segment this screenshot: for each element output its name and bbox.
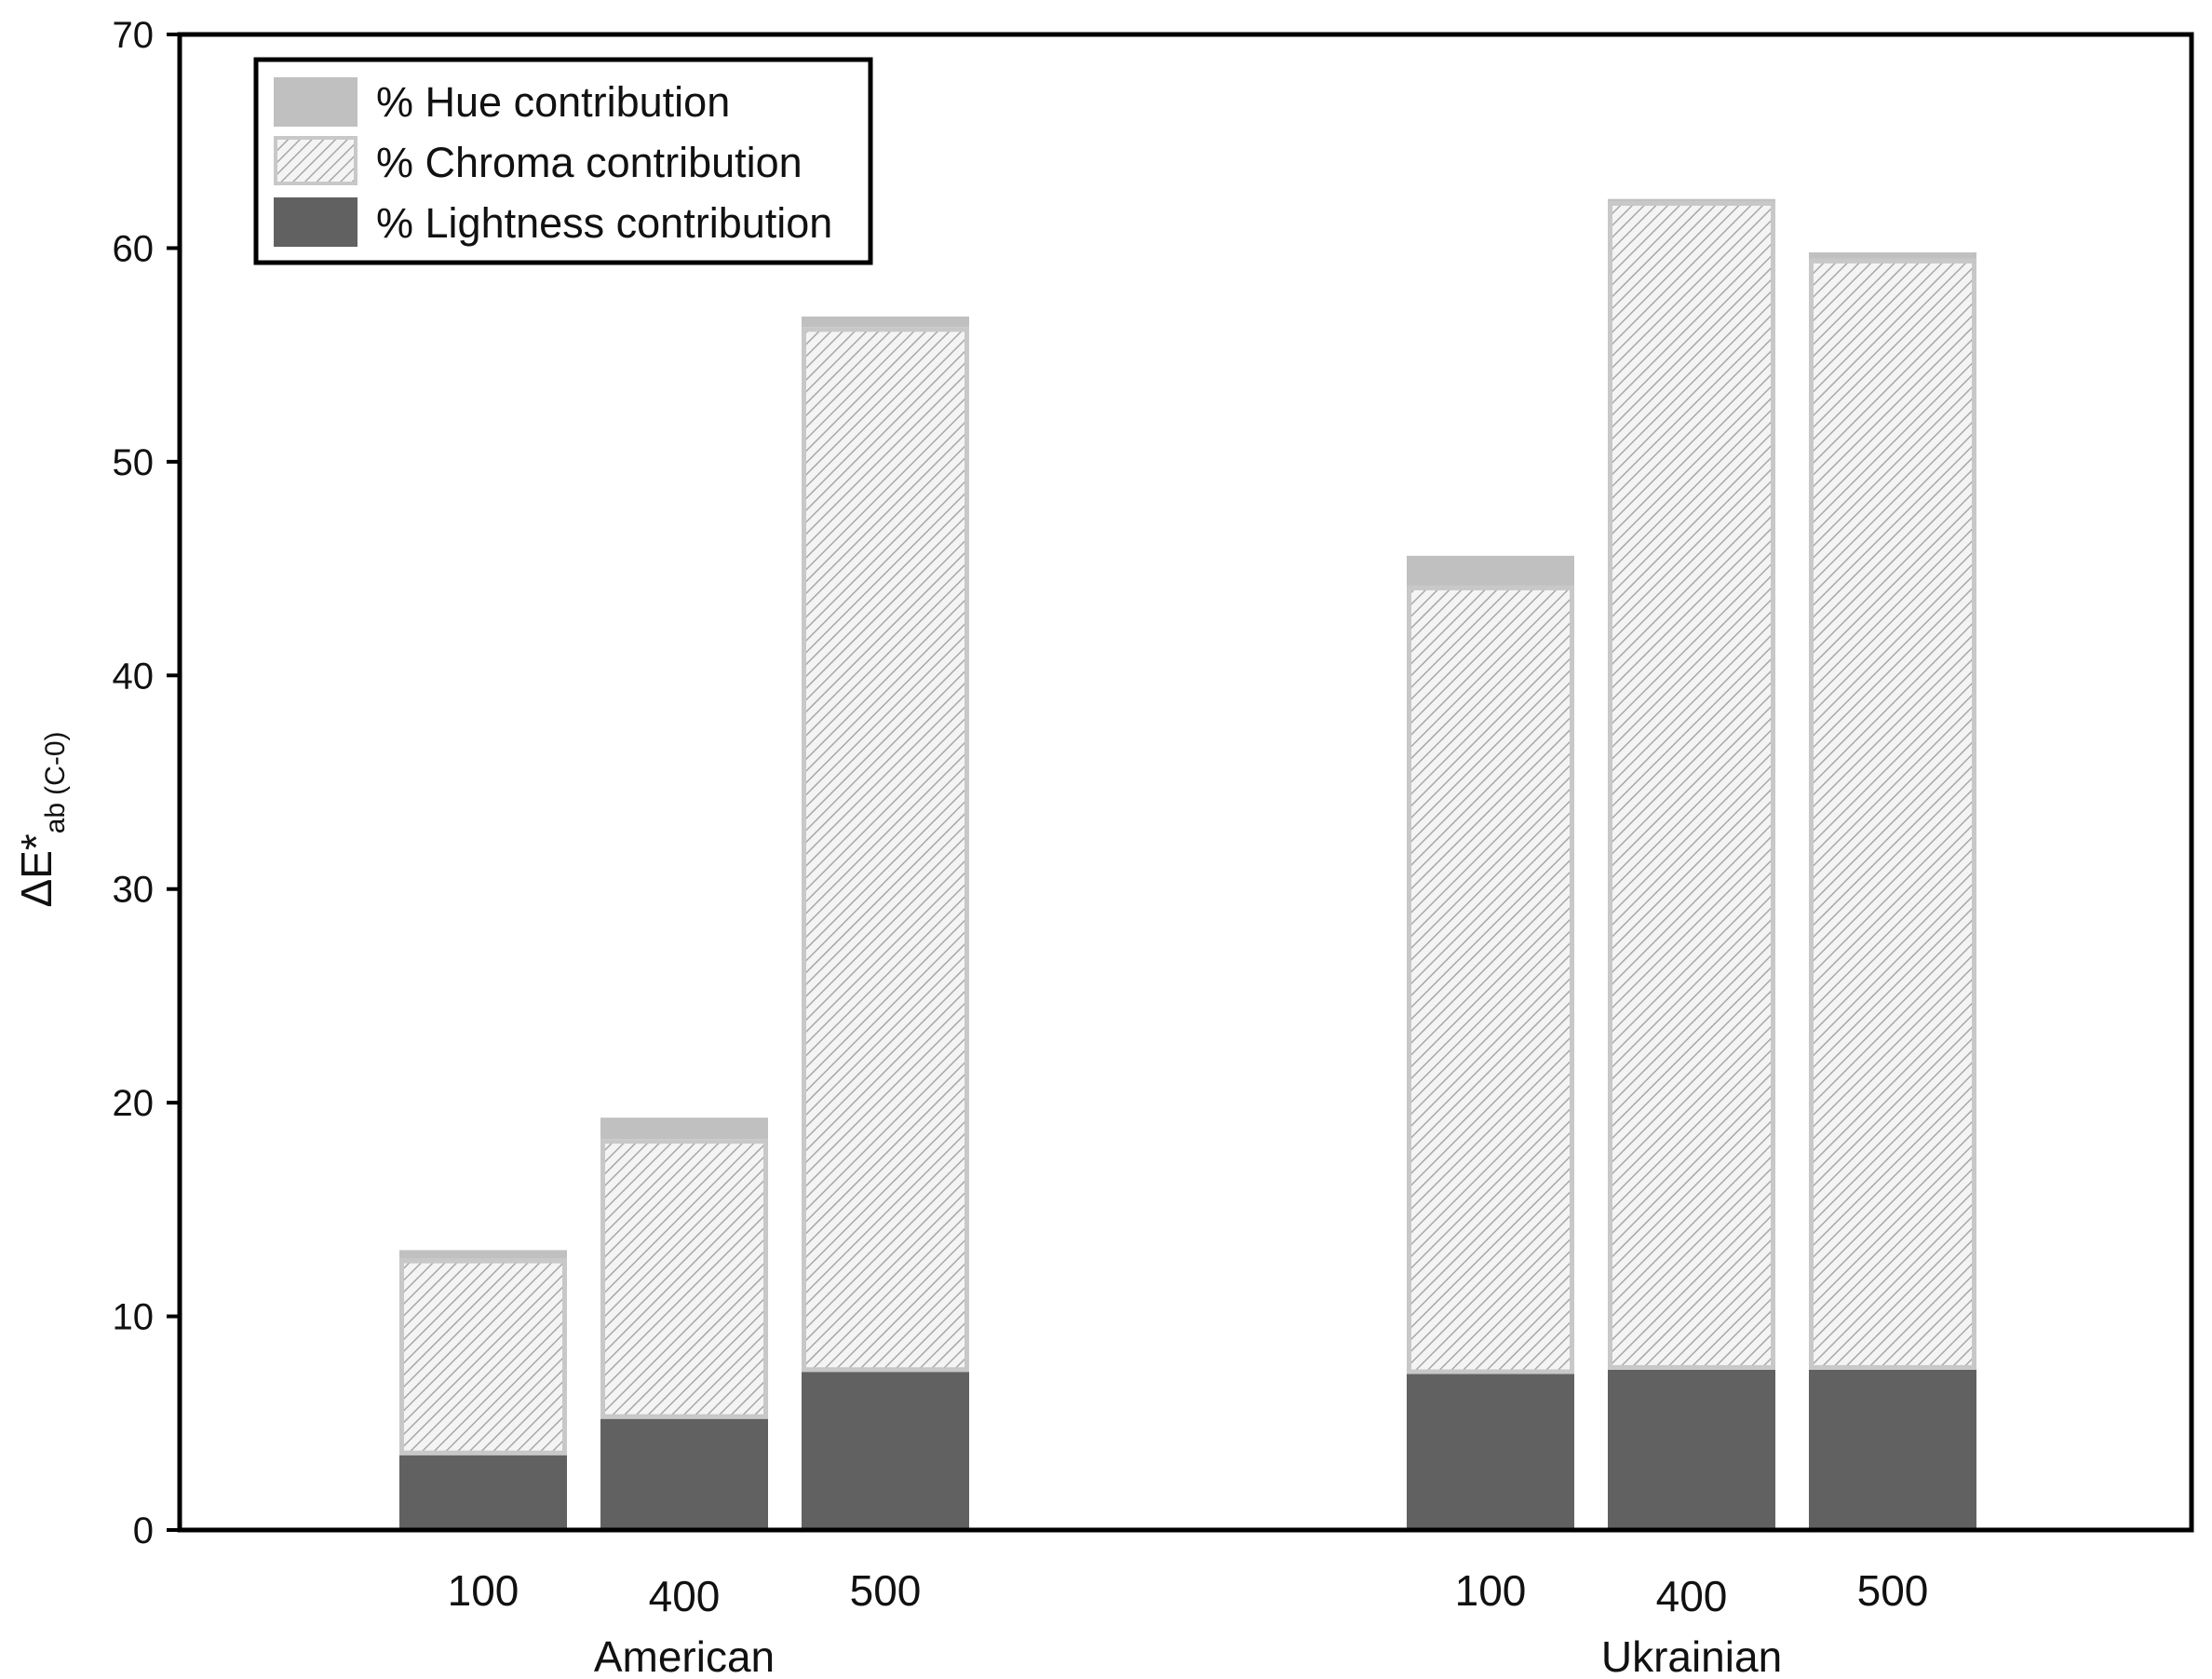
bar-segment-hue: [1608, 198, 1775, 201]
y-tick-label: 0: [133, 1510, 154, 1551]
x-category-label: 400: [1656, 1572, 1728, 1620]
y-tick-label: 70: [113, 15, 155, 56]
y-tick-label: 40: [113, 656, 155, 697]
legend-swatch-hue: [274, 77, 357, 127]
y-tick-label: 20: [113, 1083, 155, 1124]
y-tick-label: 30: [113, 870, 155, 911]
y-tick-label: 50: [113, 442, 155, 483]
bar-segment-lightness: [1407, 1374, 1574, 1530]
y-axis-title: ΔE*ab (C-0): [12, 731, 71, 907]
plot-frame: [177, 32, 2194, 1533]
bar-segment-hue: [802, 316, 969, 328]
y-tick-label: 10: [113, 1297, 155, 1338]
x-group-label: American: [594, 1632, 775, 1679]
legend-label-hue: % Hue contribution: [376, 78, 730, 126]
x-group-label: Ukrainian: [1601, 1632, 1782, 1679]
bar-segment-hue: [1809, 252, 1976, 259]
y-tick-label: 60: [113, 228, 155, 269]
legend: % Hue contribution % Chroma contribution…: [253, 57, 873, 265]
x-category-label: 400: [649, 1572, 721, 1620]
bar-segment-chroma: [802, 327, 969, 1373]
bar-segment-lightness: [1809, 1369, 1976, 1530]
bar-segment-lightness: [802, 1372, 969, 1530]
legend-label-lightness: % Lightness contribution: [376, 199, 832, 247]
bar-segment-lightness: [1608, 1369, 1775, 1530]
x-axis-labels: 100 400 500 American 100 400 500 Ukrainian: [448, 1566, 1929, 1679]
x-category-label: 500: [850, 1566, 922, 1615]
bar-segment-chroma: [600, 1139, 768, 1419]
y-axis-ticks: 0 10 20 30 40 50 60 70: [113, 15, 180, 1551]
bar-segment-chroma: [1608, 200, 1775, 1370]
y-axis-title-main: ΔE*: [12, 833, 61, 907]
bar-segment-chroma: [1809, 258, 1976, 1370]
bar-segment-hue: [399, 1250, 567, 1259]
bar-segment-chroma: [1407, 585, 1574, 1374]
bars-layer: [399, 198, 1976, 1530]
y-axis-title-sub: ab: [40, 803, 71, 833]
x-category-label: 100: [448, 1566, 519, 1615]
legend-swatch-chroma: [274, 136, 357, 185]
legend-label-chroma: % Chroma contribution: [376, 139, 803, 186]
bar-segment-lightness: [600, 1418, 768, 1530]
x-category-label: 100: [1455, 1566, 1527, 1615]
x-category-label: 500: [1857, 1566, 1929, 1615]
legend-swatch-lightness: [274, 197, 357, 247]
bar-segment-hue: [600, 1117, 768, 1140]
bar-segment-chroma: [399, 1258, 567, 1456]
legend-box: [253, 57, 873, 265]
bar-segment-lightness: [399, 1455, 567, 1530]
bar-segment-hue: [1407, 555, 1574, 586]
y-axis-title-suffix: (C-0): [40, 731, 71, 794]
